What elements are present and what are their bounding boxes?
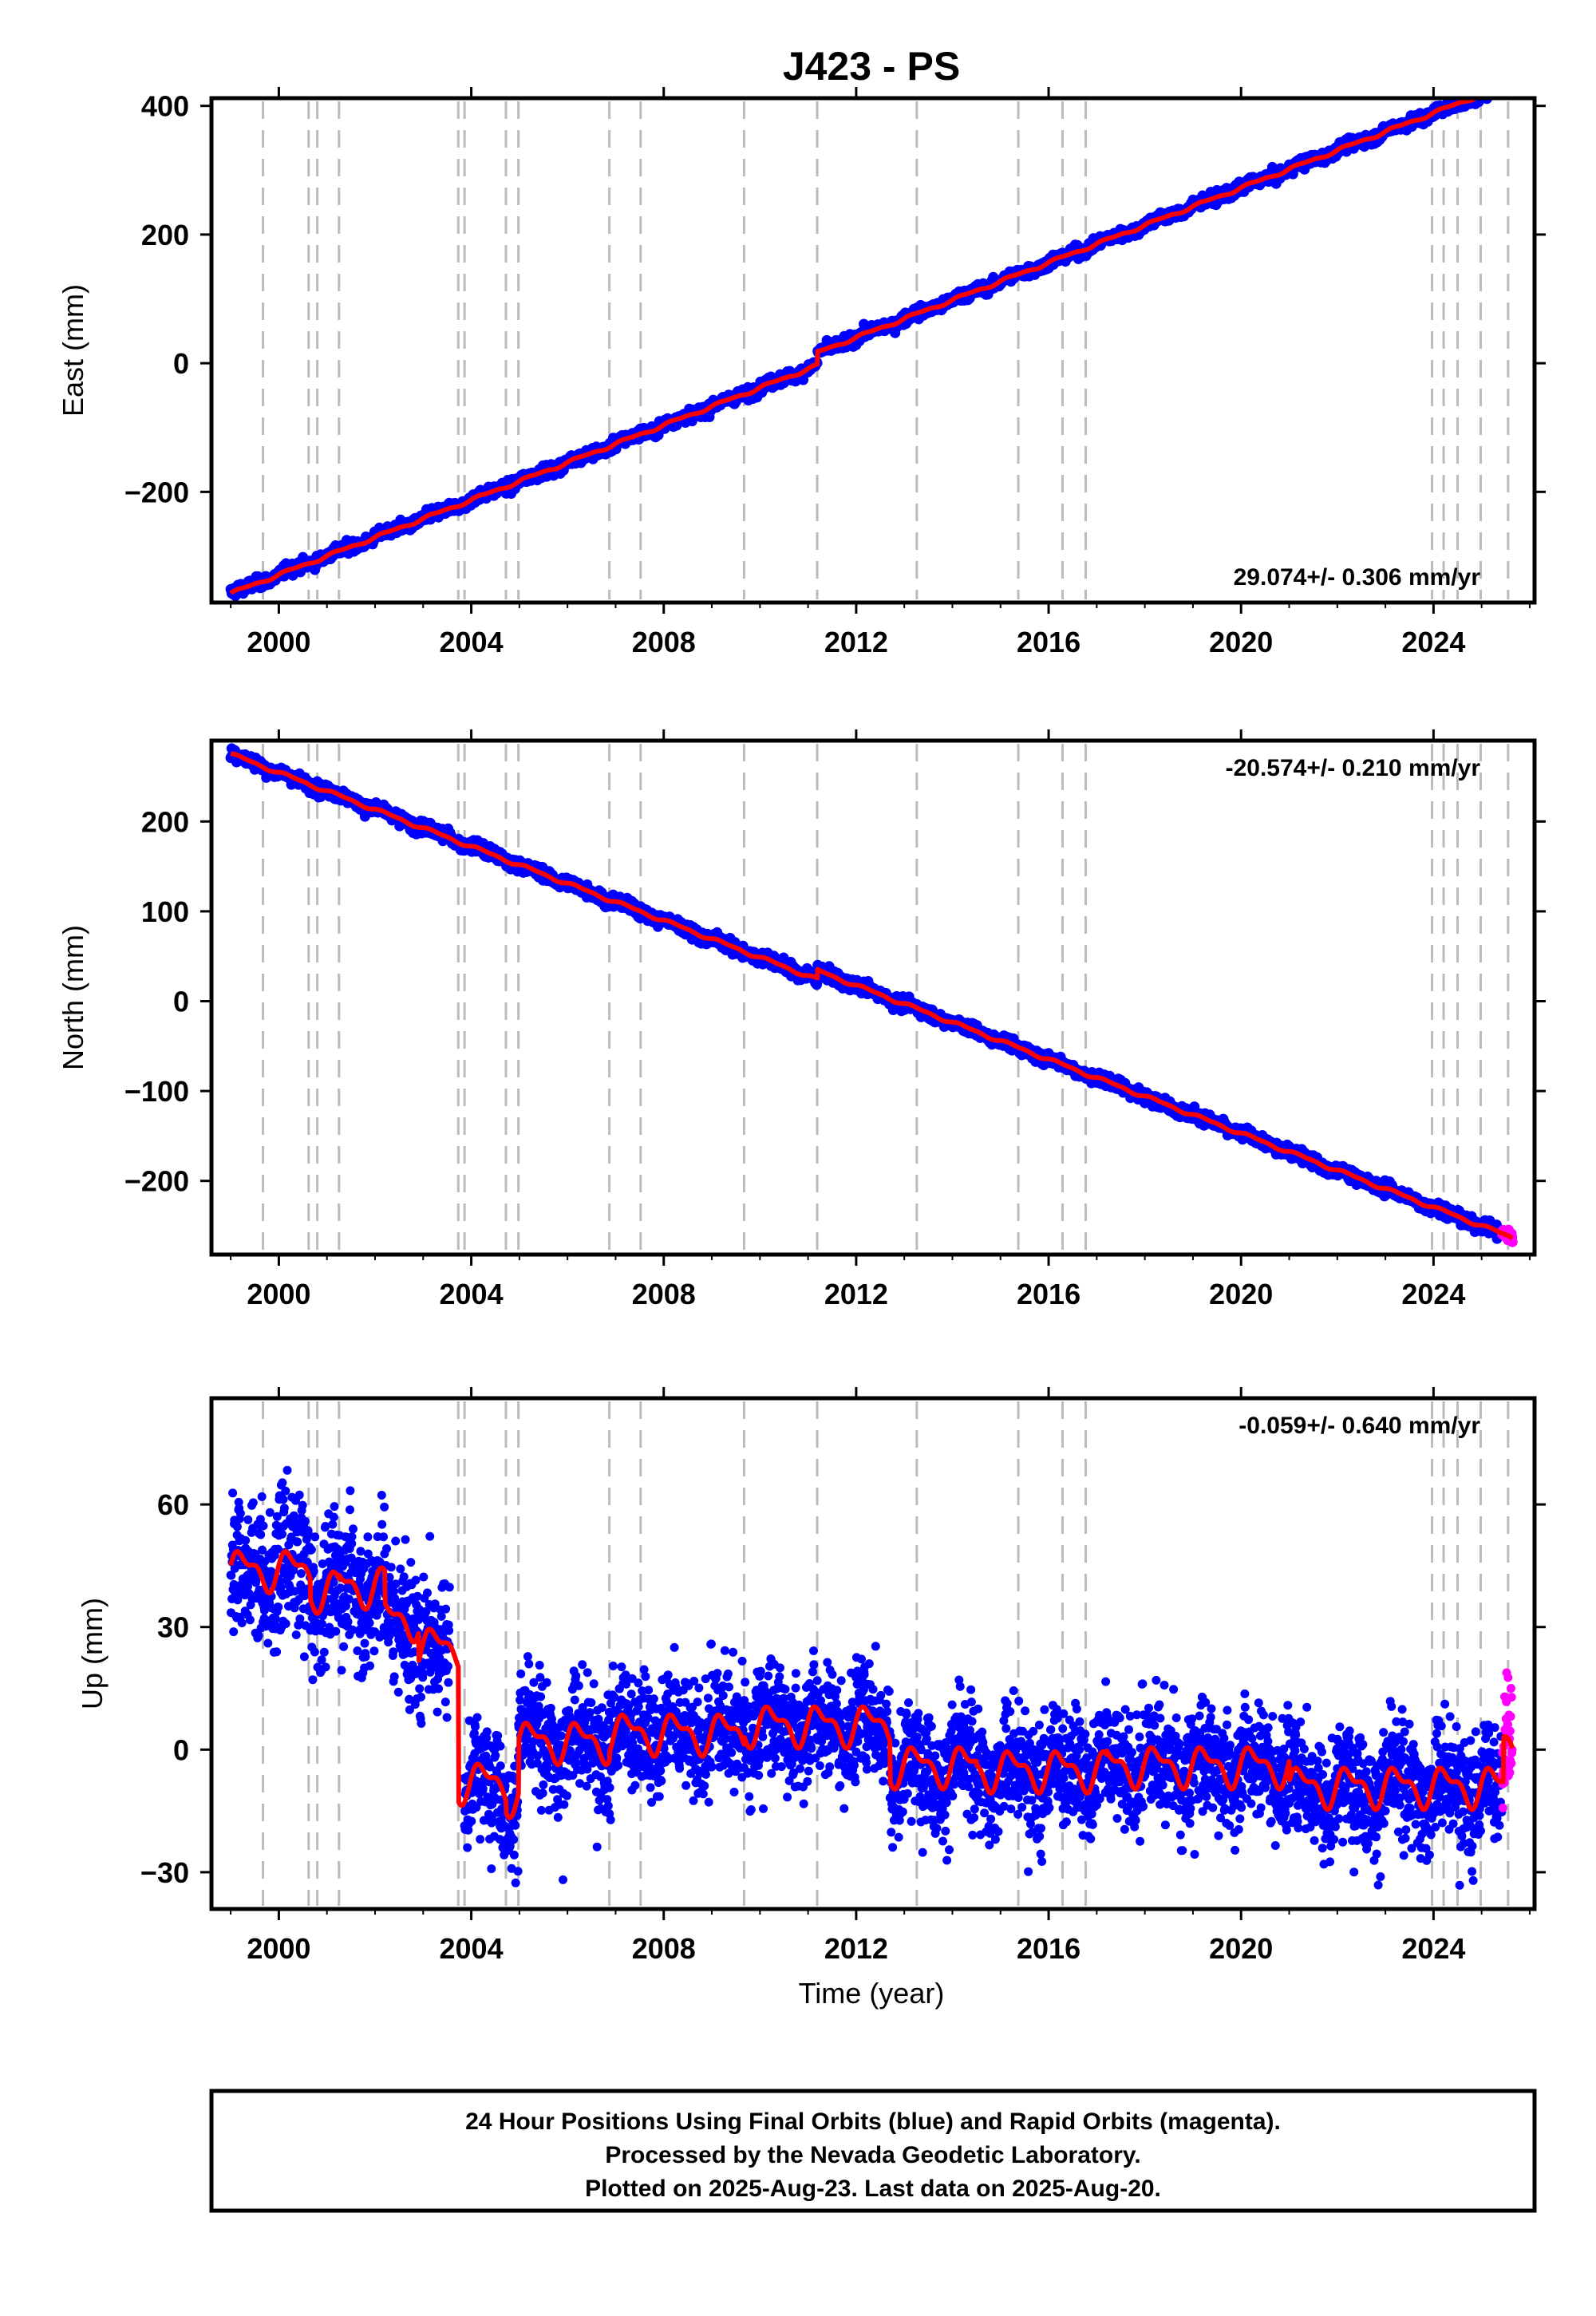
data-point-2620	[1486, 81, 1496, 91]
data-point-2646	[1498, 80, 1508, 90]
x-tick-label-2016: 2016	[1017, 626, 1080, 658]
data-point-2625	[1488, 83, 1499, 93]
data-point-2650	[1500, 85, 1511, 96]
data-point-2616	[1483, 84, 1494, 94]
data-point-2655	[1503, 82, 1513, 93]
x-tick-label-2024: 2024	[1401, 626, 1465, 658]
data-point-2657	[1503, 76, 1514, 86]
data-point-2637	[1494, 81, 1504, 91]
y-tick-label-200: 200	[141, 219, 189, 251]
panel-2: 2000 2004 2008 2012 2016 2020 2024−200−1000100…	[57, 729, 1546, 1310]
data-point-2628	[1490, 85, 1500, 95]
data-point-2642	[1496, 85, 1507, 95]
data-point-2601	[1476, 85, 1487, 96]
data-point-2597	[1475, 85, 1485, 95]
data-point-2664	[1507, 78, 1517, 89]
data-points	[225, 743, 1518, 1247]
panels: 2000 2004 2008 2012 2016 2020 2024 −200 0 200 400 E…	[57, 74, 1546, 1965]
data-point-2648	[1499, 80, 1510, 90]
data-point-2603	[1477, 84, 1487, 94]
data-point-2630	[1491, 84, 1501, 94]
data-point-2660	[1505, 80, 1515, 90]
data-point-2652	[1501, 79, 1511, 89]
data-point-2665	[1507, 74, 1518, 85]
data-point-2619	[1485, 84, 1495, 94]
data-point-2609	[1480, 85, 1491, 96]
data-point-2632	[1491, 81, 1502, 92]
data-point-2645	[1498, 78, 1508, 89]
data-point-2653	[1502, 75, 1512, 85]
data-point-2636	[1493, 81, 1503, 91]
data-point-2651	[1500, 81, 1511, 92]
x-tick-label-2000: 2000	[247, 626, 310, 658]
x-tick-label-2004: 2004	[440, 626, 504, 658]
y-axis-label: East (mm)	[57, 284, 89, 417]
data-point-2654	[1502, 77, 1512, 88]
data-point-2615	[1483, 83, 1494, 93]
data-point-2649	[1499, 78, 1510, 89]
data-point-2631	[1491, 85, 1501, 95]
x-tick-label-2008: 2008	[632, 626, 696, 658]
panel-1: 2000 2004 2008 2012 2016 2020 2024 −200 0 200 400 E…	[57, 74, 1546, 658]
data-point-2602	[1477, 85, 1487, 95]
data-point-2624	[1487, 85, 1498, 95]
chart-title: J423 - PS	[783, 44, 960, 89]
data-point-2640	[1495, 85, 1506, 95]
data-point-2641	[1495, 81, 1506, 92]
data-point-2659	[1504, 81, 1515, 91]
data-point-2604	[1478, 86, 1488, 97]
data-point-2643	[1497, 85, 1507, 95]
data-point-2623	[1487, 85, 1497, 95]
data-point-2621	[1486, 85, 1496, 96]
x-tick-label-2012: 2012	[824, 626, 888, 658]
data-point-2627	[1489, 85, 1499, 95]
y-tick-label--200: −200	[124, 476, 189, 508]
data-point-2656	[1503, 78, 1513, 89]
data-point-2658	[1504, 81, 1515, 91]
data-point-2617	[1484, 85, 1495, 95]
data-point-2661	[1505, 81, 1515, 91]
data-point-2639	[1495, 79, 1505, 89]
y-tick-label-400: 400	[141, 90, 189, 123]
data-point-2629	[1490, 85, 1500, 95]
data-point-2647	[1499, 77, 1509, 87]
data-point-2613	[1482, 83, 1492, 93]
data-point-2633	[1492, 82, 1503, 93]
data-point-2663	[1507, 76, 1517, 86]
data-point-2634	[1492, 84, 1503, 94]
x-tick-label-2020: 2020	[1209, 626, 1273, 658]
data-point-2622	[1487, 81, 1497, 92]
rate-label: 29.074+/- 0.306 mm/yr	[1234, 564, 1481, 591]
y-tick-label-0: 0	[173, 347, 189, 380]
data-point-2635	[1493, 86, 1503, 97]
data-point-2638	[1495, 85, 1505, 95]
data-point-2600	[1476, 85, 1487, 95]
data-point-2662	[1506, 77, 1516, 87]
data-point-2644	[1497, 81, 1507, 92]
data-point-2626	[1488, 83, 1499, 93]
